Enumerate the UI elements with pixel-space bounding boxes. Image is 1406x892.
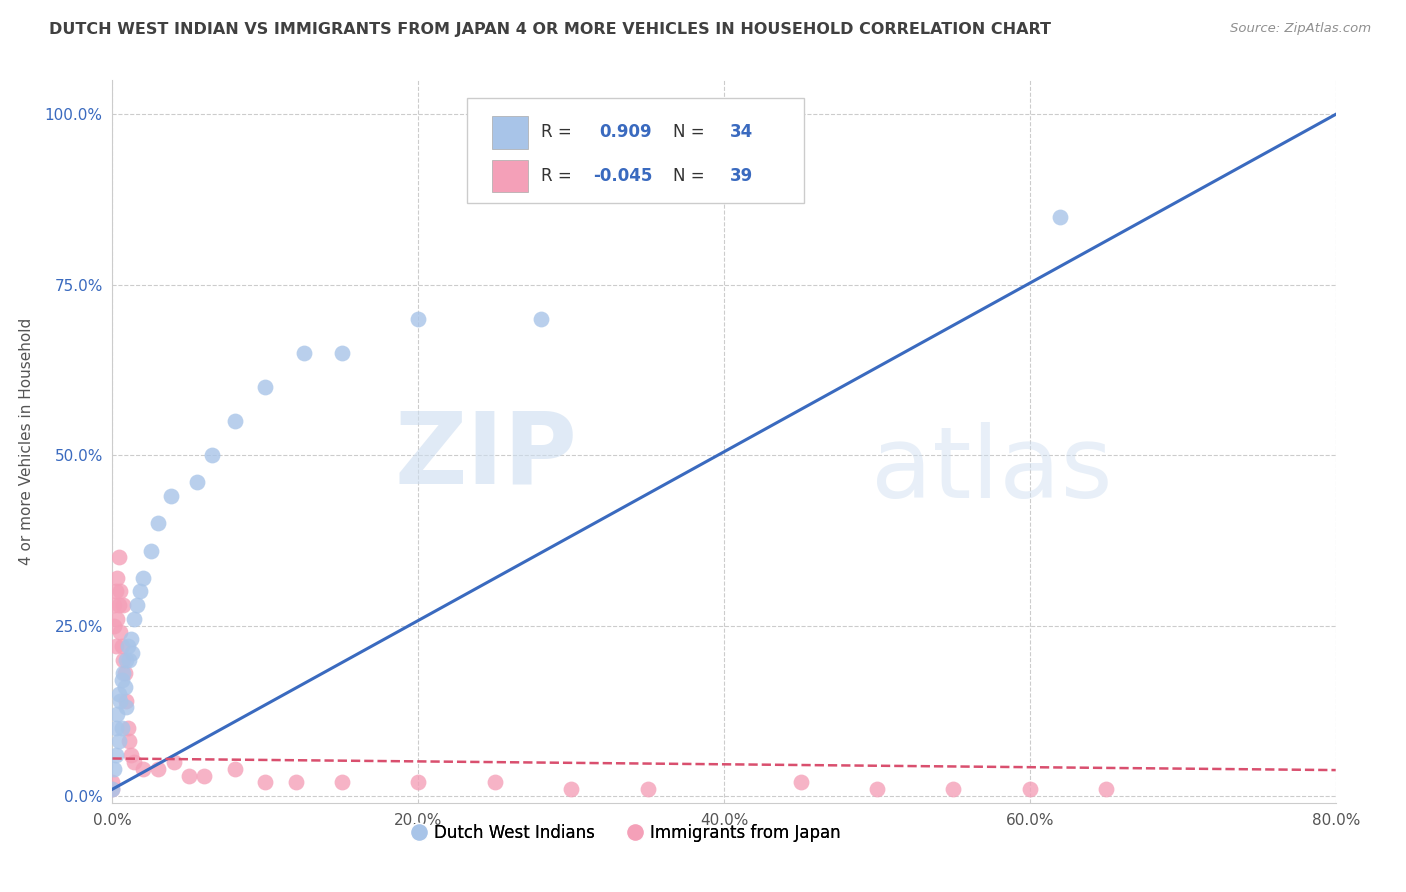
Point [115, 653, 138, 667]
Y-axis label: 4 or more Vehicles in Household: 4 or more Vehicles in Household [18, 318, 34, 566]
Point [112, 653, 135, 667]
Point [112, 666, 135, 681]
Point [122, 612, 145, 626]
Point [132, 762, 155, 776]
Point [560, 782, 582, 797]
Text: -0.045: -0.045 [593, 167, 652, 185]
Point [104, 721, 127, 735]
Point [114, 680, 136, 694]
Point [111, 673, 134, 687]
Point [117, 639, 139, 653]
Point [408, 775, 430, 789]
Point [121, 646, 143, 660]
Point [186, 475, 208, 490]
Point [105, 571, 128, 585]
Text: 39: 39 [730, 167, 754, 185]
Point [254, 380, 277, 394]
Point [408, 311, 430, 326]
Point [148, 516, 170, 531]
Point [104, 748, 127, 763]
Text: 34: 34 [730, 123, 754, 141]
Point [139, 543, 162, 558]
Point [254, 775, 277, 789]
Point [125, 598, 148, 612]
Point [118, 653, 141, 667]
Text: atlas: atlas [870, 422, 1112, 519]
Legend: Dutch West Indians, Immigrants from Japan: Dutch West Indians, Immigrants from Japa… [405, 817, 846, 848]
Point [105, 612, 128, 626]
Point [789, 775, 811, 789]
Point [108, 693, 131, 707]
Point [103, 598, 125, 612]
Text: Source: ZipAtlas.com: Source: ZipAtlas.com [1230, 22, 1371, 36]
Point [104, 639, 127, 653]
Point [1049, 210, 1071, 224]
Point [111, 639, 134, 653]
Point [148, 762, 170, 776]
Point [866, 782, 889, 797]
Point [530, 311, 553, 326]
Point [107, 598, 129, 612]
FancyBboxPatch shape [492, 160, 529, 193]
Point [101, 782, 124, 797]
Point [101, 775, 124, 789]
Point [942, 782, 965, 797]
FancyBboxPatch shape [467, 98, 804, 203]
Point [112, 598, 135, 612]
Point [1018, 782, 1040, 797]
Point [107, 550, 129, 565]
Point [120, 632, 142, 647]
Point [177, 768, 200, 782]
Point [132, 571, 155, 585]
Point [111, 721, 134, 735]
Point [115, 693, 138, 707]
Text: ZIP: ZIP [395, 408, 578, 505]
Point [104, 584, 127, 599]
Point [163, 755, 186, 769]
Point [284, 775, 308, 789]
FancyBboxPatch shape [492, 117, 529, 149]
Text: R =: R = [540, 123, 576, 141]
Point [101, 782, 124, 797]
Text: R =: R = [540, 167, 576, 185]
Point [120, 748, 142, 763]
Point [103, 618, 125, 632]
Point [637, 782, 659, 797]
Point [159, 489, 181, 503]
Point [117, 721, 139, 735]
Point [292, 346, 315, 360]
Point [103, 762, 125, 776]
Text: DUTCH WEST INDIAN VS IMMIGRANTS FROM JAPAN 4 OR MORE VEHICLES IN HOUSEHOLD CORRE: DUTCH WEST INDIAN VS IMMIGRANTS FROM JAP… [49, 22, 1052, 37]
Point [201, 448, 224, 462]
Point [107, 734, 129, 748]
Point [115, 700, 138, 714]
Point [122, 755, 145, 769]
Point [108, 584, 131, 599]
Point [224, 762, 246, 776]
Point [330, 775, 353, 789]
Point [118, 734, 141, 748]
Point [105, 707, 128, 722]
Point [1095, 782, 1118, 797]
Point [224, 414, 246, 428]
Point [129, 584, 152, 599]
Text: 0.909: 0.909 [599, 123, 652, 141]
Point [108, 625, 131, 640]
Point [193, 768, 215, 782]
Point [114, 666, 136, 681]
Point [330, 346, 353, 360]
Point [107, 687, 129, 701]
Text: N =: N = [672, 123, 710, 141]
Point [484, 775, 506, 789]
Text: N =: N = [672, 167, 710, 185]
